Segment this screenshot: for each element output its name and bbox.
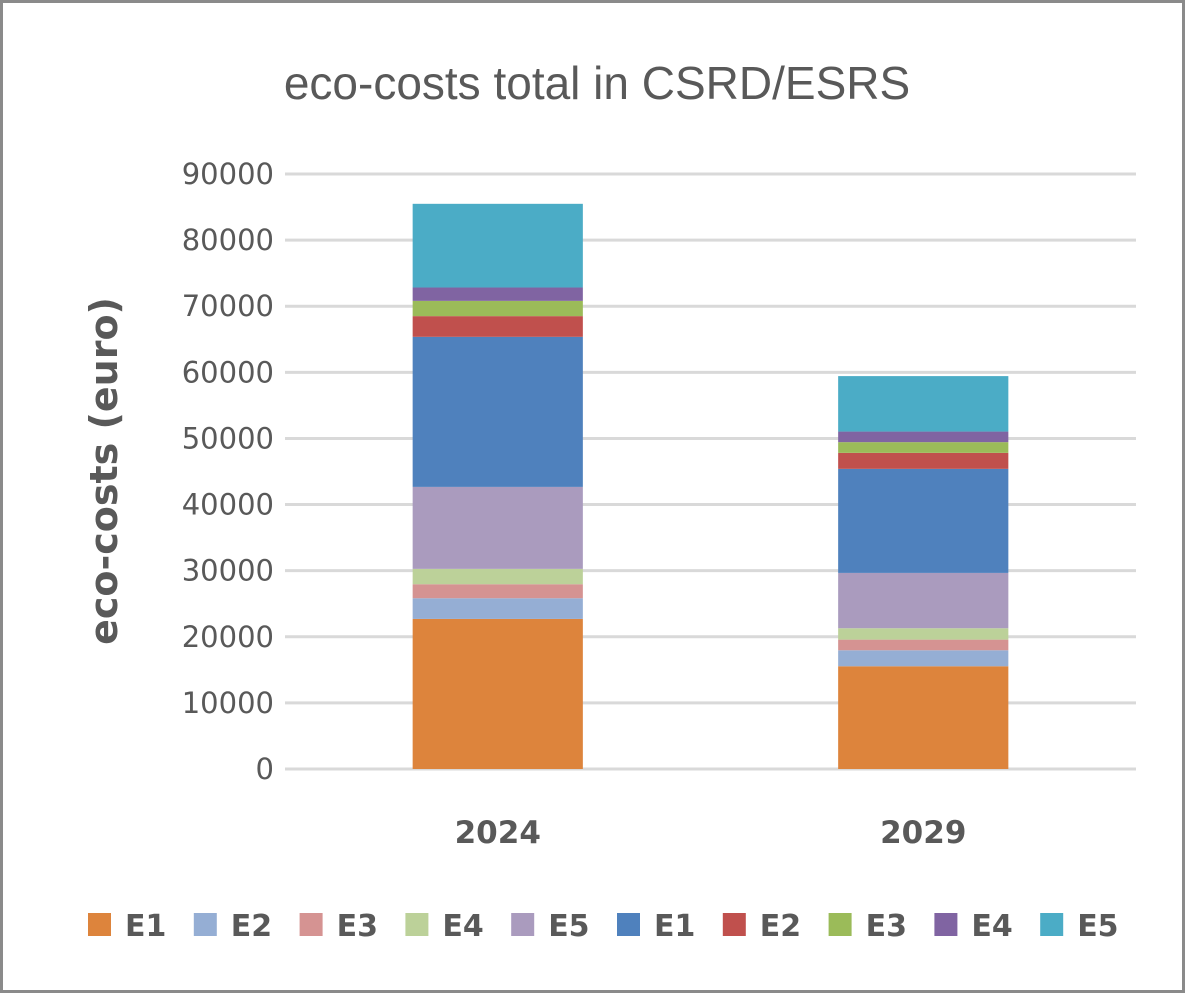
y-axis-title: eco-costs (euro) <box>82 297 126 645</box>
legend-item: E2 <box>193 909 272 944</box>
legend-item: E5 <box>511 909 590 944</box>
y-tick-label: 30000 <box>182 554 274 588</box>
bar-segment-e2-a-2029 <box>838 650 1009 667</box>
legend-swatch <box>299 913 323 936</box>
legend-swatch <box>511 913 535 936</box>
legend-label: E1 <box>654 909 695 944</box>
y-tick-labels: 0 10000 20000 30000 40000 50000 60000 70000 8000… <box>182 157 274 786</box>
chart-title: eco-costs total in CSRD/ESRS <box>284 57 910 109</box>
bar-segment-e4-a-2029 <box>838 628 1009 640</box>
legend-item: E3 <box>828 909 907 944</box>
bar-segment-e2-a-2024 <box>412 598 583 619</box>
legend-swatch <box>934 913 958 936</box>
bar-segment-e3-b-2029 <box>838 442 1009 453</box>
bar-segment-e1-b-2029 <box>838 468 1009 573</box>
y-tick-label: 20000 <box>182 620 274 654</box>
bar-segment-e3-a-2029 <box>838 639 1009 651</box>
bar-stack-2029 <box>838 376 1009 769</box>
legend-item: E2 <box>722 909 801 944</box>
legend-item: E5 <box>1040 909 1119 944</box>
bar-segment-e4-b-2029 <box>838 431 1009 443</box>
legend-swatch <box>1040 913 1064 936</box>
y-tick-label: 90000 <box>182 157 274 191</box>
legend-swatch <box>722 913 746 936</box>
legend-label: E4 <box>971 909 1012 944</box>
legend-swatch <box>193 913 217 936</box>
legend-swatch <box>405 913 429 936</box>
legend-label: E5 <box>1077 909 1118 944</box>
bar-segment-e5-a-2024 <box>412 486 583 569</box>
y-tick-label: 80000 <box>182 223 274 257</box>
legend-label: E5 <box>548 909 589 944</box>
y-tick-label: 60000 <box>182 355 274 389</box>
bar-segment-e2-b-2029 <box>838 452 1009 469</box>
legend-label: E3 <box>337 909 378 944</box>
legend-item: E4 <box>934 909 1013 944</box>
y-tick-label: 50000 <box>182 421 274 455</box>
legend-item: E4 <box>405 909 484 944</box>
bar-segment-e3-a-2024 <box>412 584 583 599</box>
y-tick-label: 0 <box>256 752 274 786</box>
bar-stack-2024 <box>412 203 583 769</box>
legend-swatch <box>88 913 111 936</box>
x-tick-labels: 2024 2029 <box>455 815 967 851</box>
bar-segment-e5-a-2029 <box>838 572 1009 629</box>
legend-item: E1 <box>88 909 166 944</box>
legend-label: E2 <box>231 909 272 944</box>
stacked-bar-chart: eco-costs total in CSRD/ESRS eco-costs (… <box>82 57 1136 944</box>
bar-segment-e4-b-2024 <box>412 287 583 301</box>
bars <box>412 203 1009 769</box>
y-tick-label: 10000 <box>182 686 274 720</box>
bar-segment-e1-a-2024 <box>412 618 583 769</box>
y-tick-label: 70000 <box>182 289 274 323</box>
bar-segment-e1-a-2029 <box>838 666 1009 769</box>
legend-label: E2 <box>760 909 801 944</box>
legend: E1 E2 E3 E4 E5 E1 E2 E3 E4 E5 <box>88 909 1119 944</box>
legend-item: E3 <box>299 909 378 944</box>
x-tick-label: 2029 <box>880 815 966 851</box>
bar-segment-e5-b-2029 <box>838 376 1009 432</box>
x-tick-label: 2024 <box>455 815 541 851</box>
bar-segment-e4-a-2024 <box>412 568 583 585</box>
y-tick-label: 40000 <box>182 488 274 522</box>
legend-label: E1 <box>125 909 166 944</box>
legend-item: E1 <box>617 909 695 944</box>
legend-label: E4 <box>442 909 483 944</box>
bar-segment-e1-b-2024 <box>412 336 583 487</box>
legend-swatch <box>617 913 640 936</box>
legend-swatch <box>828 913 852 936</box>
bar-segment-e2-b-2024 <box>412 316 583 337</box>
bar-segment-e3-b-2024 <box>412 300 583 317</box>
bar-segment-e5-b-2024 <box>412 203 583 288</box>
legend-label: E3 <box>866 909 907 944</box>
